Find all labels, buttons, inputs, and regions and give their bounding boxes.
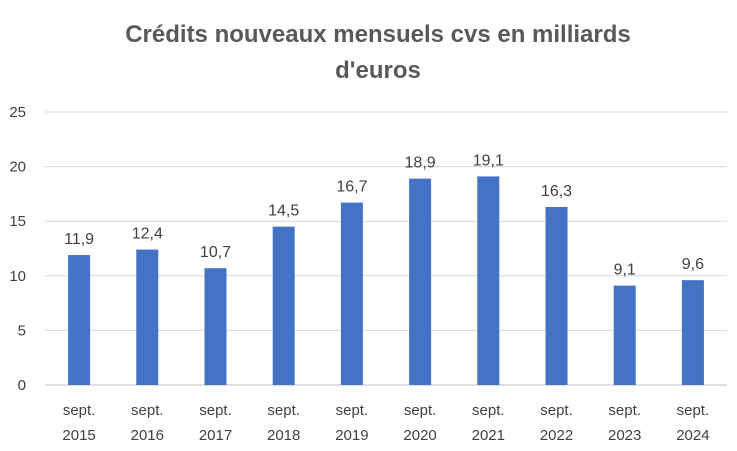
data-label: 9,6 [682,256,704,273]
y-tick-label: 25 [9,104,26,121]
x-tick-label: 2015 [62,427,95,444]
x-tick-label: sept. [677,402,710,419]
x-tick-label: sept. [472,402,505,419]
x-tick-label: 2022 [540,427,573,444]
x-tick-label: sept. [608,402,641,419]
bar [613,285,636,385]
y-tick-label: 0 [18,377,26,394]
x-tick-label: sept. [336,402,369,419]
x-tick-label: 2018 [267,427,300,444]
x-tick-label: sept. [404,402,437,419]
bar [409,178,432,385]
y-tick-label: 5 [18,322,26,339]
x-tick-label: sept. [131,402,164,419]
x-tick-label: 2016 [131,427,164,444]
x-tick-label: 2020 [403,427,436,444]
x-tick-label: 2019 [335,427,368,444]
x-tick-label: 2021 [472,427,505,444]
x-tick-label: sept. [267,402,300,419]
data-label: 11,9 [64,231,94,248]
data-label: 18,9 [405,155,436,172]
bar [545,207,568,385]
bar [204,268,227,385]
y-tick-label: 20 [9,159,26,176]
chart-title-line-1: Crédits nouveaux mensuels cvs en milliar… [125,21,631,48]
x-tick-label: sept. [199,402,232,419]
data-label: 9,1 [614,262,636,279]
x-tick-label: 2024 [676,427,709,444]
data-label: 16,3 [541,183,572,200]
x-tick-label: 2023 [608,427,641,444]
x-tick-label: sept. [540,402,573,419]
data-label: 10,7 [200,244,231,261]
data-label: 12,4 [132,226,163,243]
bar [340,202,363,385]
bar [136,249,159,385]
y-tick-label: 15 [9,213,26,230]
y-tick-label: 10 [9,268,26,285]
data-label: 16,7 [336,179,367,196]
data-label: 14,5 [268,203,299,220]
bar [68,255,91,385]
data-label: 19,1 [473,152,504,169]
chart-title-line-2: d'euros [335,57,421,84]
bar [272,226,295,385]
bar [477,176,500,385]
x-tick-label: sept. [63,402,96,419]
x-tick-label: 2017 [199,427,232,444]
bar [681,280,704,385]
